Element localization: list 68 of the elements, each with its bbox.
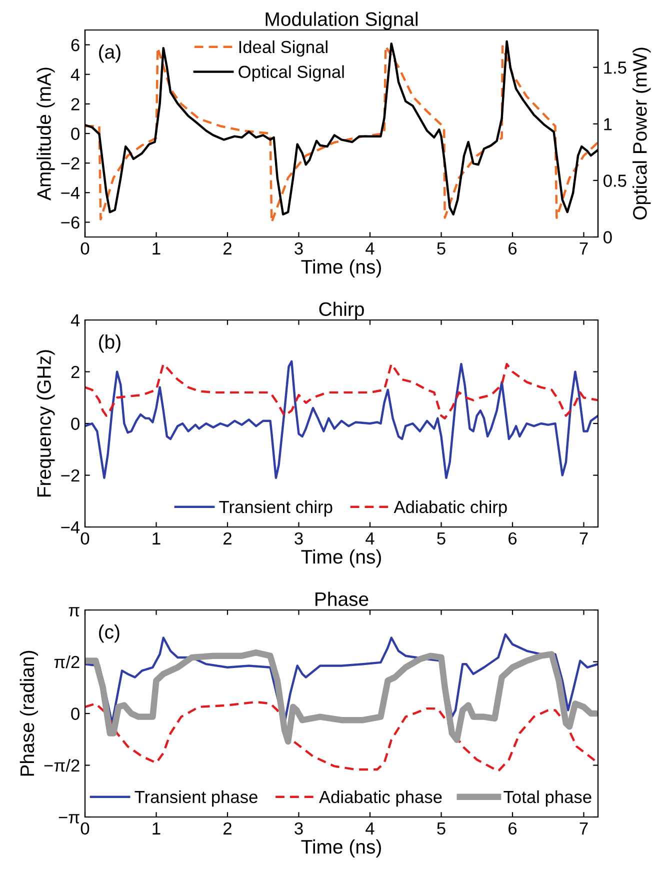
annotation: (b) xyxy=(99,334,120,353)
x-tick-label: 2 xyxy=(224,242,232,254)
y-axis-title: Phase (radian) xyxy=(20,650,38,776)
y-tick-label: −6 xyxy=(61,216,80,229)
x-tick-label: 3 xyxy=(294,822,303,835)
legend-label: Ideal Signal xyxy=(239,40,328,57)
line-series xyxy=(85,360,598,479)
chart-title: Chirp xyxy=(319,302,364,320)
x-tick-label: 3 xyxy=(294,242,303,255)
legend-label: Total phase xyxy=(504,790,592,807)
y-tick-label: 0 xyxy=(71,418,80,430)
x-tick-label: 5 xyxy=(437,822,446,835)
y-tick-label: π/2 xyxy=(54,655,80,668)
y-tick-label: 4 xyxy=(70,68,80,81)
y-tick-label: −π xyxy=(58,814,80,824)
y-tick-label: 6 xyxy=(71,38,80,52)
x-tick-label: 7 xyxy=(580,242,588,254)
chart-title: Phase xyxy=(316,592,368,606)
y2-tick-label: 1 xyxy=(604,118,612,130)
x-axis-title: Time (ns) xyxy=(301,259,381,278)
x-tick-label: 0 xyxy=(80,822,90,835)
y-tick-label: 2 xyxy=(71,366,80,378)
y-tick-label: 4 xyxy=(70,314,80,326)
legend-label: Transient phase xyxy=(134,790,258,807)
x-tick-label: 2 xyxy=(224,822,232,834)
x-tick-label: 1 xyxy=(152,822,160,834)
x-tick-label: 4 xyxy=(366,242,374,254)
annotation: (a) xyxy=(99,44,120,63)
line-series xyxy=(85,700,598,772)
y-tick-label: π xyxy=(68,607,80,616)
y-tick-label: 2 xyxy=(71,98,80,110)
chart-title: Modulation Signal xyxy=(266,12,418,30)
x-tick-label: 6 xyxy=(508,822,517,835)
y2-tick-label: 0.5 xyxy=(604,174,626,187)
x-tick-label: 1 xyxy=(152,532,160,544)
x-tick-label: 6 xyxy=(508,242,517,255)
line-series xyxy=(85,362,598,420)
x-tick-label: 7 xyxy=(580,822,588,834)
y-tick-label: −2 xyxy=(61,157,80,170)
x-tick-label: 5 xyxy=(437,532,446,545)
legend-label: Optical Signal xyxy=(238,65,344,82)
x-tick-label: 5 xyxy=(437,242,446,255)
x-axis-title: Time (ns) xyxy=(301,549,381,568)
y-tick-label: −4 xyxy=(61,521,80,534)
x-tick-label: 4 xyxy=(366,532,374,544)
x-tick-label: 0 xyxy=(80,242,90,255)
y-tick-label: 0 xyxy=(71,128,80,140)
x-tick-label: 3 xyxy=(294,532,303,545)
y-tick-label: −4 xyxy=(61,186,80,199)
x-tick-label: 2 xyxy=(224,532,232,544)
y-tick-label: −2 xyxy=(61,469,80,482)
x-tick-label: 1 xyxy=(152,242,160,254)
y-axis-title: Amplitude (mA) xyxy=(36,68,55,200)
x-tick-label: 7 xyxy=(580,532,588,544)
x-tick-label: 6 xyxy=(508,532,517,545)
y2-axis-title: Optical Power (mW) xyxy=(632,48,651,220)
x-tick-label: 4 xyxy=(366,822,374,834)
legend-label: Adiabatic phase xyxy=(318,790,442,807)
y-tick-label: −π/2 xyxy=(44,758,80,772)
annotation: (c) xyxy=(99,624,120,643)
y2-tick-label: 1.5 xyxy=(604,62,626,74)
x-tick-label: 0 xyxy=(80,532,90,545)
y2-tick-label: 0 xyxy=(604,231,612,244)
x-axis-title: Time (ns) xyxy=(301,839,381,858)
legend-label: Adiabatic chirp xyxy=(394,500,507,517)
y-tick-label: 0 xyxy=(71,708,80,720)
legend-label: Transient chirp xyxy=(219,500,332,517)
y-axis-title: Frequency (GHz) xyxy=(36,350,55,496)
